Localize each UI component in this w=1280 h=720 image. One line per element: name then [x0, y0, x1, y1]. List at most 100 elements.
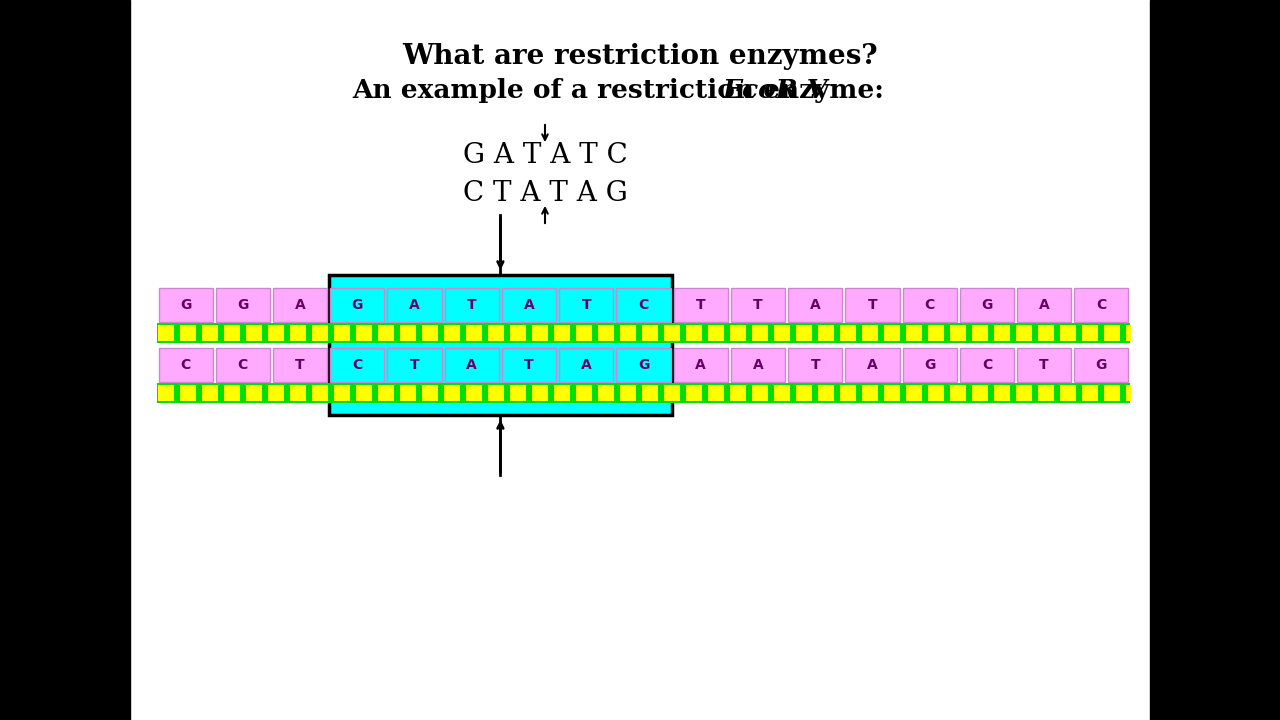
Bar — [311, 325, 328, 341]
Bar — [488, 325, 504, 341]
Text: T: T — [581, 298, 591, 312]
Bar — [268, 325, 284, 341]
Text: A: A — [524, 298, 535, 312]
Bar — [273, 348, 328, 382]
Text: A: A — [581, 358, 591, 372]
Text: A: A — [753, 358, 763, 372]
Bar — [883, 325, 900, 341]
Bar — [399, 384, 416, 401]
Text: C: C — [639, 298, 649, 312]
Bar — [378, 384, 394, 401]
Bar — [1125, 384, 1130, 401]
Text: A: A — [294, 298, 306, 312]
Bar — [861, 384, 878, 401]
Bar — [159, 288, 212, 322]
Bar — [444, 348, 499, 382]
Bar — [993, 384, 1010, 401]
Bar — [246, 384, 262, 401]
Bar — [883, 384, 900, 401]
Text: T: T — [753, 298, 763, 312]
Bar — [559, 288, 613, 322]
Bar — [224, 325, 239, 341]
Bar — [1103, 325, 1120, 341]
Bar — [796, 325, 812, 341]
Bar — [673, 348, 728, 382]
Bar — [788, 288, 842, 322]
Bar — [216, 348, 270, 382]
Bar — [1103, 384, 1120, 401]
Bar — [157, 383, 1130, 403]
Text: What are restriction enzymes?: What are restriction enzymes? — [402, 42, 878, 70]
Text: T: T — [467, 298, 476, 312]
Text: An example of a restriction enzyme:: An example of a restriction enzyme: — [352, 78, 893, 102]
Bar — [444, 325, 460, 341]
Bar — [751, 384, 768, 401]
Bar — [950, 325, 966, 341]
Bar — [928, 384, 943, 401]
Bar — [1018, 348, 1071, 382]
Bar — [708, 325, 724, 341]
Bar — [157, 325, 174, 341]
Bar — [617, 348, 671, 382]
Bar — [905, 325, 922, 341]
Bar — [1018, 288, 1071, 322]
Text: C: C — [982, 358, 992, 372]
Text: T: T — [810, 358, 820, 372]
Bar — [845, 348, 900, 382]
Bar — [0, 0, 131, 720]
Bar — [950, 384, 966, 401]
Bar — [179, 325, 196, 341]
Bar — [686, 325, 701, 341]
Text: T: T — [525, 358, 534, 372]
Text: T: T — [868, 298, 877, 312]
Bar — [686, 384, 701, 401]
Bar — [928, 325, 943, 341]
Text: A: A — [810, 298, 820, 312]
Bar — [399, 325, 416, 341]
Bar — [598, 325, 614, 341]
Bar — [972, 384, 988, 401]
Bar — [509, 384, 526, 401]
Bar — [356, 325, 372, 341]
Bar — [641, 384, 658, 401]
Bar — [788, 348, 842, 382]
Bar — [730, 325, 746, 341]
Bar — [246, 325, 262, 341]
Bar — [1125, 325, 1130, 341]
Text: T: T — [410, 358, 420, 372]
Bar — [421, 325, 438, 341]
Bar — [216, 288, 270, 322]
Bar — [993, 325, 1010, 341]
Bar — [673, 288, 728, 322]
Text: C: C — [352, 358, 362, 372]
Bar — [329, 275, 672, 415]
Bar — [531, 325, 548, 341]
Bar — [730, 384, 746, 401]
Bar — [663, 384, 680, 401]
Bar — [773, 325, 790, 341]
Text: G: G — [352, 298, 364, 312]
Bar — [488, 384, 504, 401]
Bar — [972, 325, 988, 341]
Bar — [796, 384, 812, 401]
Bar — [1015, 384, 1032, 401]
Bar — [1038, 384, 1053, 401]
Bar — [157, 384, 174, 401]
Bar — [960, 288, 1014, 322]
Bar — [224, 384, 239, 401]
Bar — [159, 348, 212, 382]
Text: A: A — [1039, 298, 1050, 312]
Bar — [553, 384, 570, 401]
Bar — [201, 325, 218, 341]
Bar — [1060, 325, 1076, 341]
Bar — [502, 348, 556, 382]
Bar — [334, 325, 349, 341]
Bar — [509, 325, 526, 341]
Text: G: G — [982, 298, 992, 312]
Bar — [330, 288, 384, 322]
Bar — [334, 384, 349, 401]
Bar — [559, 348, 613, 382]
Bar — [1038, 325, 1053, 341]
Text: A: A — [410, 298, 420, 312]
Text: C: C — [180, 358, 191, 372]
